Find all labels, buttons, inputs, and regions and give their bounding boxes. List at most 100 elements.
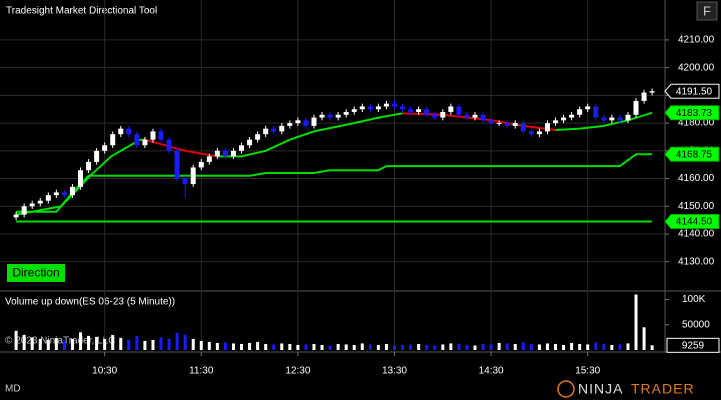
- volume-bar: [256, 341, 260, 350]
- volume-bar: [521, 342, 525, 350]
- candle-body: [343, 112, 349, 115]
- candle-body: [311, 117, 317, 126]
- volume-bar: [215, 342, 219, 350]
- candle-body: [102, 145, 108, 151]
- volume-bar: [280, 343, 284, 350]
- volume-bar: [392, 345, 396, 350]
- volume-bar: [417, 343, 421, 350]
- volume-bar: [368, 344, 372, 350]
- volume-bar: [537, 344, 541, 350]
- y-tick-label: 4200.00: [678, 62, 715, 73]
- candle-body: [21, 206, 27, 215]
- volume-bar: [240, 343, 244, 350]
- candle-body: [327, 114, 333, 118]
- price-marker-label: 4183.73: [676, 108, 713, 119]
- volume-bar: [111, 334, 115, 350]
- y-tick-label: 4140.00: [678, 229, 715, 240]
- candle-body: [255, 134, 261, 140]
- x-tick-label: 12:30: [285, 366, 310, 377]
- candle-body: [239, 145, 245, 151]
- candle-body: [528, 131, 534, 135]
- candle-body: [432, 114, 438, 118]
- indicator-line: [15, 138, 145, 216]
- y-tick-label: 4180.00: [678, 118, 715, 129]
- volume-bar: [223, 342, 227, 350]
- candle-body: [198, 161, 204, 168]
- candle-body: [45, 195, 51, 201]
- candle-body: [271, 128, 277, 132]
- candle-body: [561, 117, 567, 121]
- candle-body: [625, 114, 631, 121]
- volume-bar: [570, 342, 574, 350]
- volume-bar: [135, 335, 139, 350]
- volume-bar: [497, 342, 501, 350]
- volume-bar: [22, 334, 26, 350]
- volume-bar: [46, 339, 50, 350]
- x-tick-label: 10:30: [92, 366, 117, 377]
- candle-body: [456, 106, 462, 115]
- volume-marker-label: 9259: [682, 340, 705, 351]
- candle-body: [593, 106, 599, 118]
- volume-marker: [666, 337, 720, 353]
- candle-body: [158, 131, 164, 140]
- candle-body: [61, 192, 67, 196]
- candle-body: [174, 150, 180, 179]
- volume-bar: [554, 343, 558, 350]
- volume-bar: [312, 343, 316, 350]
- mode-label: MD: [5, 384, 21, 395]
- volume-bar: [513, 343, 517, 350]
- volume-bar: [151, 339, 155, 350]
- chart-title: Tradesight Market Directional Tool: [6, 6, 157, 17]
- volume-bar: [505, 343, 509, 350]
- indicator-line: [144, 138, 218, 158]
- volume-bar: [449, 343, 453, 350]
- x-tick-label: 11:30: [189, 366, 214, 377]
- volume-bar: [79, 332, 83, 350]
- candle-body: [335, 114, 341, 118]
- f-button[interactable]: [696, 1, 718, 21]
- price-marker: [664, 105, 720, 121]
- volume-bar: [529, 343, 533, 350]
- candle-body: [78, 170, 84, 187]
- volume-bar: [199, 340, 203, 350]
- candle-body: [37, 200, 43, 204]
- volume-bar: [95, 336, 99, 350]
- volume-bar: [127, 339, 131, 350]
- volume-bar: [376, 344, 380, 350]
- candle-body: [126, 128, 132, 135]
- logo-icon: [557, 380, 575, 398]
- copyright: © 2023 NinjaTrader, LLC: [5, 336, 115, 347]
- candle-body: [86, 161, 92, 171]
- candle-body: [214, 150, 220, 157]
- candle-body: [633, 100, 639, 115]
- candle-body: [383, 103, 389, 107]
- volume-bar: [562, 344, 566, 350]
- candle-body: [29, 203, 35, 207]
- volume-bar: [143, 340, 147, 350]
- candle-body: [303, 120, 309, 126]
- volume-bar: [384, 343, 388, 350]
- candle-body: [424, 109, 430, 115]
- candle-body: [359, 106, 365, 110]
- volume-bar: [159, 337, 163, 350]
- volume-bar: [320, 344, 324, 350]
- y-tick-label: 4160.00: [678, 173, 715, 184]
- candle-body: [416, 109, 422, 113]
- y-tick-label: 4210.00: [678, 35, 715, 46]
- volume-bar: [578, 343, 582, 350]
- candle-body: [118, 128, 124, 135]
- direction-label: Direction: [12, 266, 59, 280]
- volume-bar: [87, 335, 91, 350]
- x-tick-label: 13:30: [382, 366, 407, 377]
- candle-body: [472, 114, 478, 118]
- candle-body: [520, 123, 526, 132]
- candle-body: [464, 114, 470, 118]
- price-marker: [664, 146, 720, 162]
- candle-body: [375, 106, 381, 110]
- candle-body: [577, 109, 583, 115]
- f-button-label[interactable]: F: [703, 3, 711, 18]
- volume-bar: [30, 337, 34, 350]
- direction-box: [7, 264, 65, 282]
